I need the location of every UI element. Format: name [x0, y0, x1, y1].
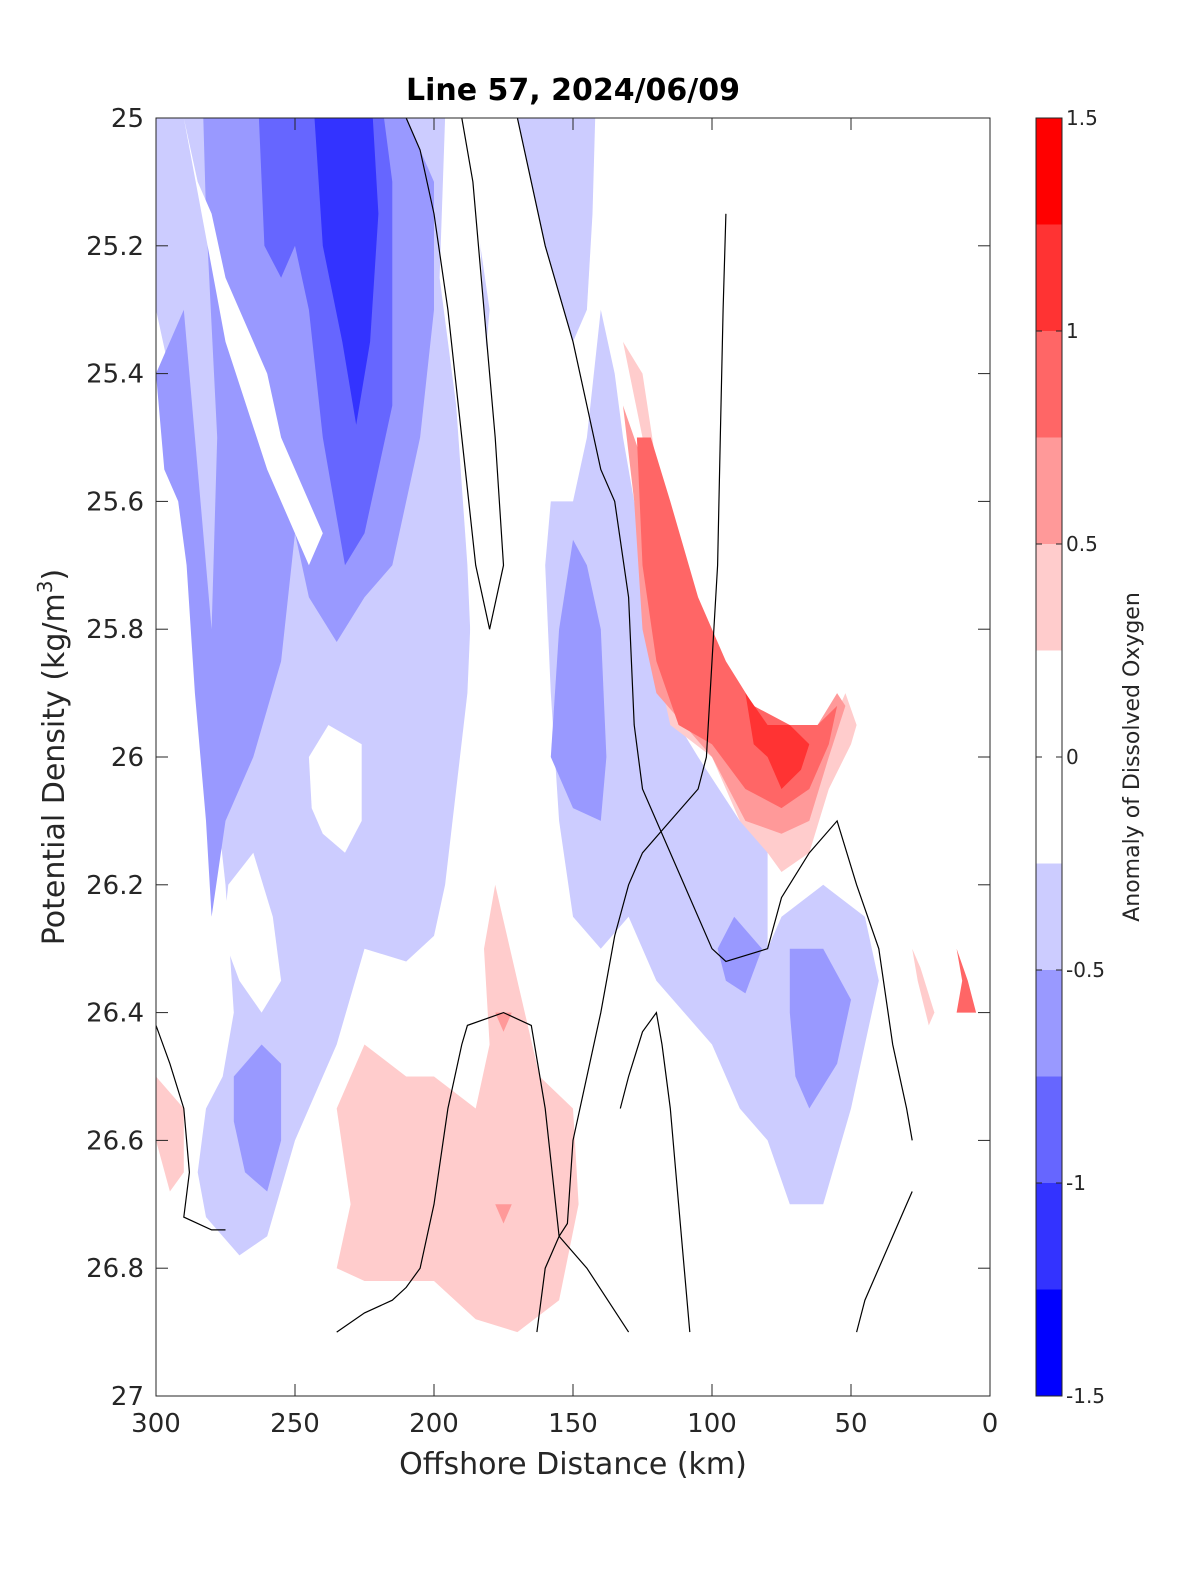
colorbar-band-4	[1036, 863, 1062, 970]
contour-region-16	[495, 1012, 512, 1032]
colorbar-tick-label: 0	[1066, 745, 1079, 769]
x-tick-label: 300	[131, 1409, 181, 1439]
zero-contour-line-0	[156, 1025, 226, 1231]
colorbar-band-6	[1036, 544, 1062, 651]
y-axis-label-main: Potential Density (kg/m	[37, 593, 72, 945]
y-axis-label-superscript: 3	[33, 580, 57, 593]
x-axis-label: Offshore Distance (km)	[399, 1447, 747, 1482]
colorbar-tick-label: 1	[1066, 319, 1079, 343]
contour-region-8	[517, 118, 596, 342]
y-tick-label: 25	[111, 104, 144, 134]
zero-contour-line-5	[619, 1011, 691, 1333]
colorbar-band-1	[1036, 1183, 1062, 1290]
colorbar-band-9	[1036, 224, 1062, 331]
x-tick-label: 150	[548, 1409, 598, 1439]
colorbar-band-8	[1036, 331, 1062, 438]
contour-region-13	[233, 1044, 282, 1192]
y-tick-label: 25.8	[86, 615, 144, 645]
contour-region-22	[912, 948, 935, 1026]
x-tick-label: 50	[834, 1409, 867, 1439]
y-tick-label: 25.6	[86, 487, 144, 517]
y-tick-label: 26	[111, 743, 144, 773]
x-tick-label: 250	[270, 1409, 320, 1439]
contour-fill-layer	[156, 118, 977, 1333]
colorbar-tick-label: -1	[1066, 1171, 1086, 1195]
x-tick-label: 100	[687, 1409, 737, 1439]
colorbar-band-3	[1036, 970, 1062, 1077]
zero-contour-layer	[156, 118, 913, 1333]
zero-contour-line-6	[856, 1191, 913, 1333]
chart-title: Line 57, 2024/06/09	[406, 73, 740, 108]
x-tick-label: 200	[409, 1409, 459, 1439]
contour-region-3	[314, 118, 379, 425]
contour-region-6	[222, 852, 282, 1013]
colorbar: -1.5 -1 -0.5 0 0.5 1 1.5 Anomaly of Dissolved …	[1035, 106, 1145, 1408]
contour-region-21	[745, 693, 810, 789]
colorbar-band-7	[1036, 437, 1062, 544]
colorbar-band-10	[1036, 118, 1062, 225]
x-axis: 300 250 200 150 100 50 0	[131, 118, 998, 1439]
y-axis: 25 25.2 25.4 25.6 25.8 26 26.2 26.4 26.6 26.8 27	[86, 104, 990, 1412]
y-axis-label-tail: )	[37, 569, 72, 581]
y-tick-label: 27	[111, 1382, 144, 1412]
y-tick-label: 26.2	[86, 871, 144, 901]
colorbar-tick-label: -1.5	[1066, 1384, 1105, 1408]
colorbar-ticks: -1.5 -1 -0.5 0 0.5 1 1.5	[1036, 106, 1105, 1408]
y-tick-label: 26.4	[86, 999, 144, 1029]
zero-contour-line-3	[516, 118, 913, 1141]
contour-region-7	[439, 118, 501, 821]
y-tick-label: 26.6	[86, 1126, 144, 1156]
contour-region-23	[956, 948, 977, 1013]
contour-region-10	[550, 539, 607, 821]
contour-region-11	[717, 916, 762, 994]
contour-region-15	[336, 884, 579, 1333]
zero-contour-line-2	[405, 118, 505, 630]
contour-region-14	[156, 1076, 184, 1192]
colorbar-band-2	[1036, 1076, 1062, 1183]
colorbar-band-0	[1036, 1289, 1062, 1396]
colorbar-tick-label: 1.5	[1066, 106, 1098, 130]
contour-region-5	[308, 725, 362, 853]
y-tick-label: 26.8	[86, 1254, 144, 1284]
contour-region-20	[636, 437, 838, 809]
contour-region-12	[789, 948, 851, 1109]
colorbar-tick-label: 0.5	[1066, 532, 1098, 556]
zero-contour-line-4	[536, 213, 727, 1333]
y-tick-label: 25.2	[86, 232, 144, 262]
contour-region-4	[183, 118, 323, 566]
y-axis-label: Potential Density (kg/m3)	[33, 569, 72, 945]
contour-region-17	[495, 1204, 512, 1224]
x-tick-label: 0	[982, 1409, 999, 1439]
y-tick-label: 25.4	[86, 360, 144, 390]
colorbar-tick-label: -0.5	[1066, 958, 1105, 982]
zero-contour-line-1	[336, 1011, 630, 1333]
plot-area: 300 250 200 150 100 50 0 2525.225.425.625.8262…	[86, 104, 998, 1439]
colorbar-label: Anomaly of Dissolved Oxygen	[1120, 592, 1145, 922]
